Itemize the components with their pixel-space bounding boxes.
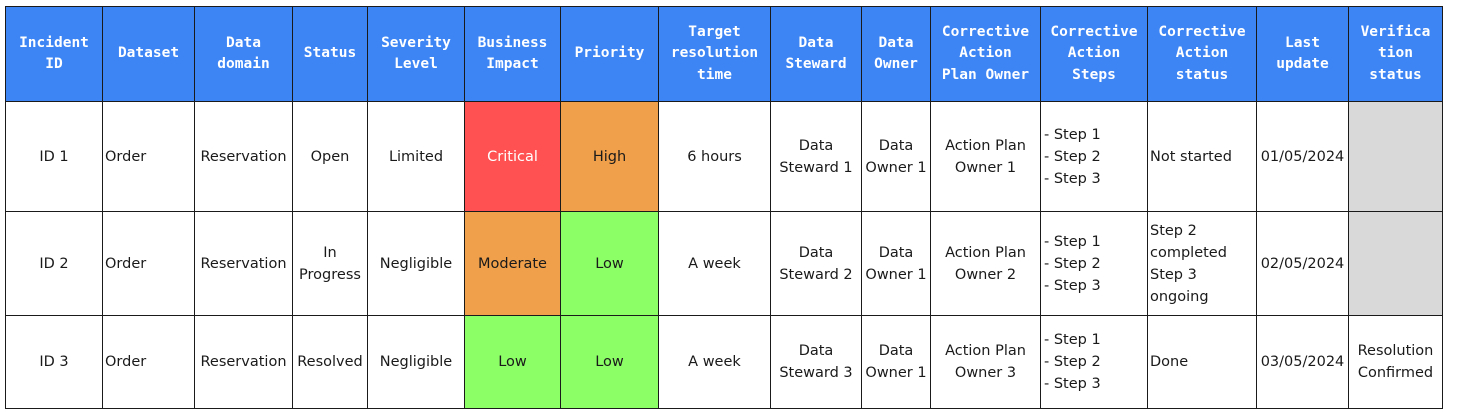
cell-last-update: 03/05/2024 xyxy=(1256,315,1349,409)
cell-data-domain: Reservation xyxy=(194,101,293,212)
cell-severity: Negligible xyxy=(367,315,465,409)
cell-data-domain: Reservation xyxy=(194,315,293,409)
cell-action-steps: - Step 1- Step 2- Step 3 xyxy=(1040,211,1148,316)
header-action-steps: Corrective Action Steps xyxy=(1040,6,1148,102)
header-business-impact: Business Impact xyxy=(464,6,561,102)
header-target-resolution-time: Target resolution time xyxy=(658,6,771,102)
cell-status: Open xyxy=(292,101,368,212)
cell-action-status: Done xyxy=(1147,315,1257,409)
cell-plan-owner: Action Plan Owner 1 xyxy=(930,101,1041,212)
header-status: Status xyxy=(292,6,368,102)
cell-last-update: 01/05/2024 xyxy=(1256,101,1349,212)
cell-verification xyxy=(1348,211,1443,316)
cell-incident-id: ID 1 xyxy=(5,101,103,212)
cell-incident-id: ID 3 xyxy=(5,315,103,409)
cell-action-steps: - Step 1- Step 2- Step 3 xyxy=(1040,315,1148,409)
cell-priority: Low xyxy=(560,315,659,409)
cell-dataset: Order xyxy=(102,211,195,316)
cell-severity: Limited xyxy=(367,101,465,212)
header-data-owner: Data Owner xyxy=(861,6,931,102)
cell-target-time: 6 hours xyxy=(658,101,771,212)
cell-action-steps: - Step 1- Step 2- Step 3 xyxy=(1040,101,1148,212)
table-row: ID 1 Order Reservation Open Limited Crit… xyxy=(5,101,1443,212)
table-row: ID 3 Order Reservation Resolved Negligib… xyxy=(5,315,1443,409)
header-severity-level: Severity Level xyxy=(367,6,465,102)
cell-data-steward: Data Steward 1 xyxy=(770,101,862,212)
header-verification-status: Verifica tion status xyxy=(1348,6,1443,102)
header-plan-owner: Corrective Action Plan Owner xyxy=(930,6,1041,102)
cell-data-domain: Reservation xyxy=(194,211,293,316)
cell-priority: Low xyxy=(560,211,659,316)
cell-dataset: Order xyxy=(102,315,195,409)
header-data-steward: Data Steward xyxy=(770,6,862,102)
cell-data-owner: Data Owner 1 xyxy=(861,101,931,212)
cell-plan-owner: Action Plan Owner 2 xyxy=(930,211,1041,316)
cell-target-time: A week xyxy=(658,211,771,316)
header-priority: Priority xyxy=(560,6,659,102)
cell-verification: Resolution Confirmed xyxy=(1348,315,1443,409)
cell-action-status: Not started xyxy=(1147,101,1257,212)
cell-target-time: A week xyxy=(658,315,771,409)
cell-dataset: Order xyxy=(102,101,195,212)
cell-data-steward: Data Steward 3 xyxy=(770,315,862,409)
header-incident-id: Incident ID xyxy=(5,6,103,102)
cell-data-owner: Data Owner 1 xyxy=(861,315,931,409)
header-row: Incident ID Dataset Data domain Status Sev… xyxy=(5,6,1443,102)
cell-plan-owner: Action Plan Owner 3 xyxy=(930,315,1041,409)
cell-business-impact: Critical xyxy=(464,101,561,212)
cell-incident-id: ID 2 xyxy=(5,211,103,316)
cell-status: In Progress xyxy=(292,211,368,316)
header-action-status: Corrective Action status xyxy=(1147,6,1257,102)
cell-business-impact: Moderate xyxy=(464,211,561,316)
cell-status: Resolved xyxy=(292,315,368,409)
cell-priority: High xyxy=(560,101,659,212)
cell-business-impact: Low xyxy=(464,315,561,409)
header-dataset: Dataset xyxy=(102,6,195,102)
cell-data-owner: Data Owner 1 xyxy=(861,211,931,316)
cell-last-update: 02/05/2024 xyxy=(1256,211,1349,316)
cell-severity: Negligible xyxy=(367,211,465,316)
cell-data-steward: Data Steward 2 xyxy=(770,211,862,316)
header-data-domain: Data domain xyxy=(194,6,293,102)
cell-action-status: Step 2 completed Step 3 ongoing xyxy=(1147,211,1257,316)
cell-verification xyxy=(1348,101,1443,212)
table-row: ID 2 Order Reservation In Progress Neglig… xyxy=(5,211,1443,316)
incident-table: Incident ID Dataset Data domain Status Sev… xyxy=(5,6,1443,409)
header-last-update: Last update xyxy=(1256,6,1349,102)
